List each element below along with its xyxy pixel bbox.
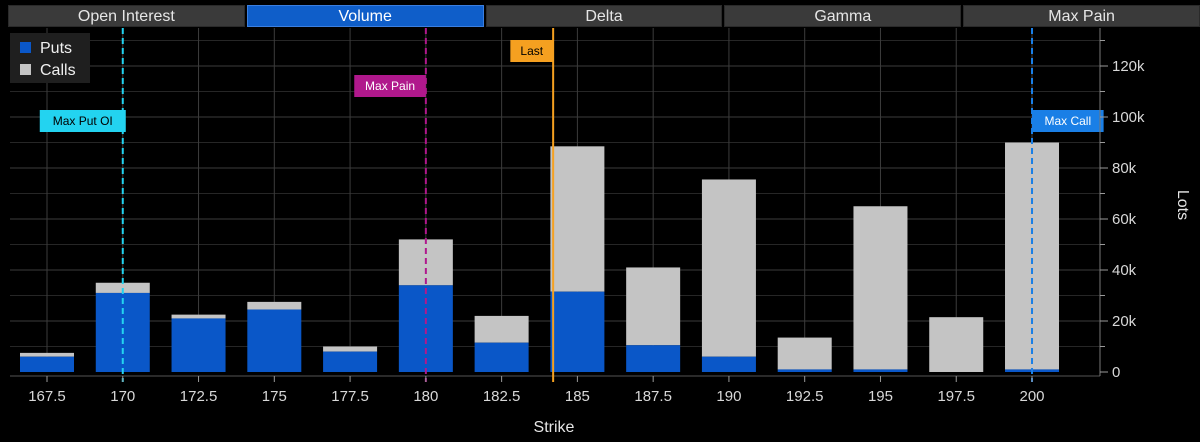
marker-label-last: Last: [520, 44, 543, 58]
marker-label-box-max-pain: [354, 75, 426, 97]
x-tick-label: 200: [1019, 388, 1044, 405]
bar-calls-190: [701, 179, 756, 357]
marker-label-box-max-call: [1032, 110, 1104, 132]
bar-calls-172.5: [171, 314, 226, 319]
bar-calls-170: [95, 282, 150, 293]
bar-calls-200: [1005, 142, 1060, 370]
x-tick-label: 180: [413, 388, 438, 405]
y-tick-label: 0: [1112, 364, 1120, 381]
y-tick-label: 60k: [1112, 211, 1137, 228]
x-tick-label: 170: [110, 388, 135, 405]
y-axis: 0 20k 40k 60k 80k 100k 120k: [1099, 28, 1145, 381]
tab-delta[interactable]: Delta: [485, 5, 723, 27]
legend-label-puts: Puts: [40, 40, 72, 57]
bar-puts-192.5: [777, 369, 832, 372]
bar-calls-182.5: [474, 315, 529, 343]
x-tick-label: 197.5: [937, 388, 975, 405]
legend: Puts Calls: [10, 33, 90, 83]
bar-puts-167.5: [20, 356, 74, 372]
x-tick-label: 190: [716, 388, 741, 405]
marker-label-max-put-oi: Max Put OI: [53, 114, 113, 128]
tab-gamma[interactable]: Gamma: [724, 5, 962, 27]
reference-markers: Max Put OI Max Pain Last Max Call: [39, 28, 1104, 382]
y-tick-label: 80k: [1112, 160, 1137, 177]
x-tick-label: 167.5: [28, 388, 66, 405]
x-axis: 167.5 170 172.5 175 177.5 180 182.5 185 187.5 190…: [28, 376, 1045, 405]
legend-label-calls: Calls: [40, 62, 76, 79]
bar-puts-185: [550, 291, 605, 372]
bar-puts-172.5: [171, 318, 226, 372]
bar-calls-177.5: [323, 346, 378, 352]
tab-max-pain[interactable]: Max Pain: [963, 5, 1200, 27]
marker-label-box-last: [510, 40, 554, 62]
legend-swatch-calls: [20, 64, 31, 75]
bar-calls-167.5: [20, 352, 74, 357]
chart-tab-bar: Open Interest Volume Delta Gamma Max Pai…: [8, 5, 1200, 27]
bars: [20, 142, 1060, 372]
x-tick-label: 172.5: [180, 388, 218, 405]
y-tick-label: 40k: [1112, 262, 1137, 279]
marker-label-max-call: Max Call: [1044, 114, 1091, 128]
x-tick-label: 185: [565, 388, 590, 405]
x-tick-label: 177.5: [331, 388, 369, 405]
bar-puts-182.5: [474, 342, 529, 372]
tab-open-interest[interactable]: Open Interest: [8, 5, 245, 27]
bar-calls-187.5: [626, 267, 681, 346]
y-tick-label: 100k: [1112, 109, 1145, 126]
bar-puts-190: [701, 356, 756, 372]
x-tick-label: 187.5: [634, 388, 672, 405]
bar-calls-195: [853, 206, 908, 370]
y-tick-label: 120k: [1112, 58, 1145, 75]
bar-calls-185: [550, 146, 605, 292]
y-tick-label: 20k: [1112, 313, 1137, 330]
x-tick-label: 195: [868, 388, 893, 405]
marker-label-max-pain: Max Pain: [365, 79, 415, 93]
bar-puts-195: [853, 369, 908, 372]
x-axis-label: Strike: [534, 419, 575, 436]
bar-calls-175: [247, 301, 302, 310]
bar-calls-197.5: [929, 317, 984, 372]
legend-swatch-puts: [20, 42, 31, 53]
x-tick-label: 175: [262, 388, 287, 405]
bar-puts-187.5: [626, 345, 681, 372]
x-tick-label: 192.5: [786, 388, 824, 405]
x-tick-label: 182.5: [483, 388, 521, 405]
bar-calls-192.5: [777, 337, 832, 370]
bar-puts-175: [247, 309, 302, 372]
bar-puts-177.5: [323, 351, 378, 372]
tab-volume[interactable]: Volume: [246, 5, 484, 27]
marker-label-box-max-put-oi: [39, 110, 126, 132]
y-axis-label: Lots: [1174, 190, 1191, 220]
